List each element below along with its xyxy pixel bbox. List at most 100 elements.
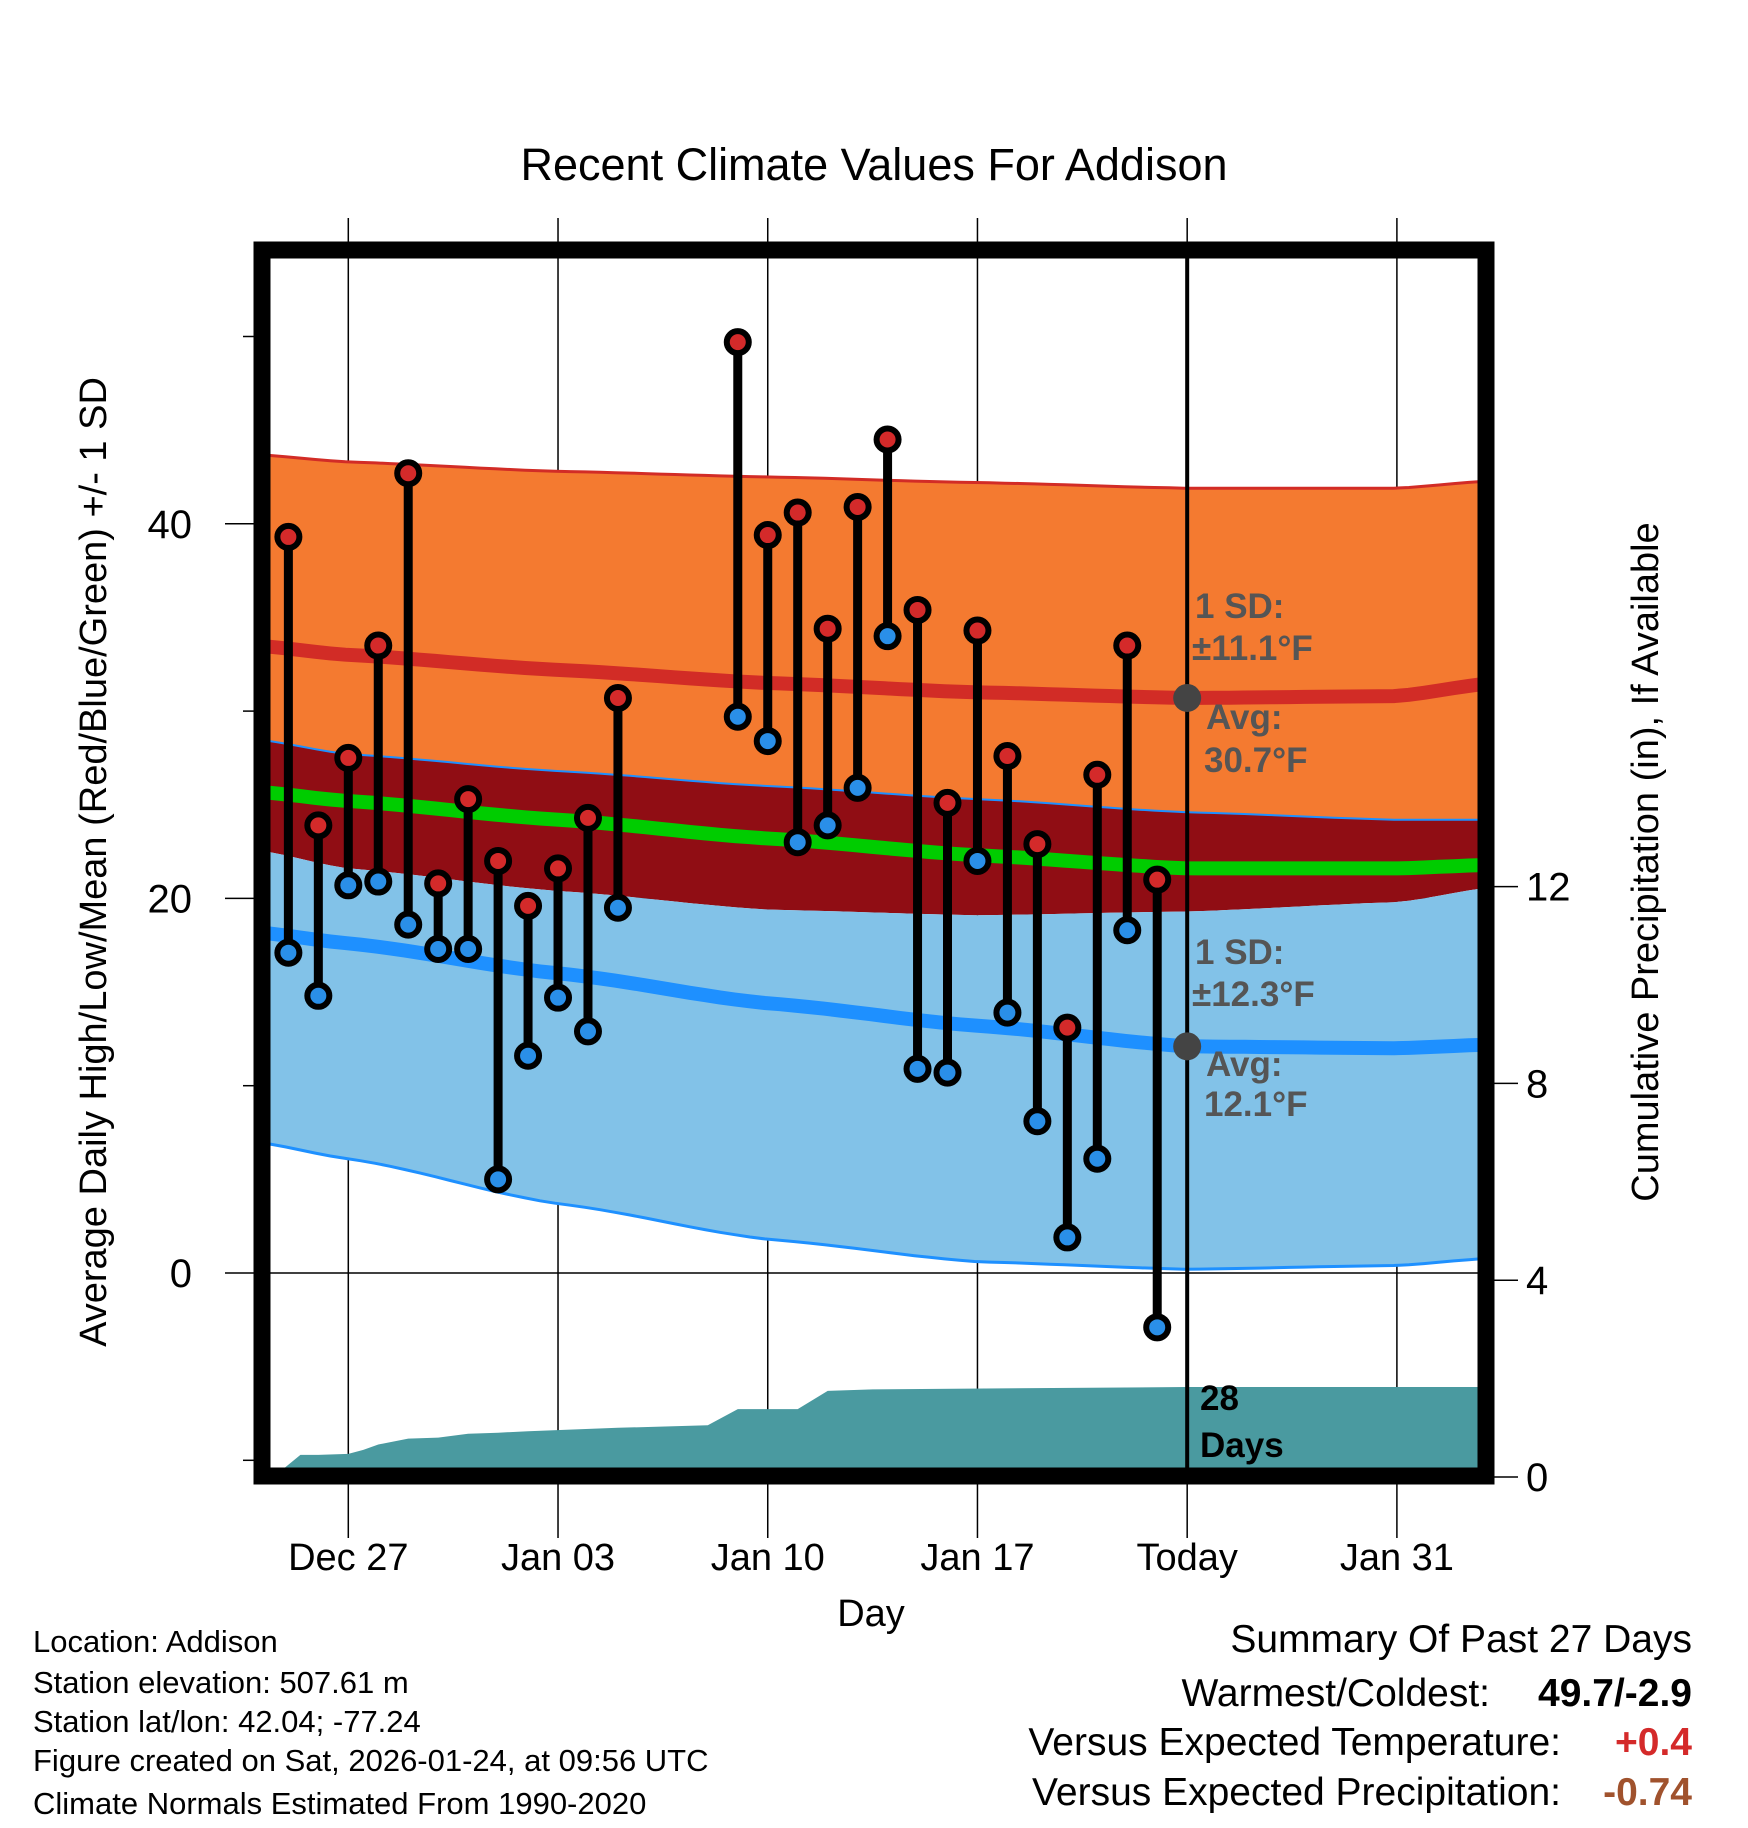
- low-point: [903, 1054, 932, 1083]
- low-point: [514, 1041, 543, 1070]
- warmest-coldest-value: 49.7/-2.9: [1538, 1672, 1692, 1715]
- high-sd-value: ±11.1°F: [1192, 629, 1313, 668]
- low-avg-value: 12.1°F: [1204, 1085, 1308, 1124]
- low-sd-band: [270, 852, 1478, 1270]
- y-right-tick-label: 8: [1526, 1062, 1548, 1106]
- low-point: [603, 893, 632, 922]
- y-right-tick-label: 12: [1526, 866, 1571, 910]
- low-point: [1083, 1144, 1112, 1173]
- y-right-tick-label: 4: [1526, 1259, 1548, 1303]
- chart-title: Recent Climate Values For Addison: [520, 139, 1227, 190]
- temp-vs-expected-value: +0.4: [1615, 1721, 1692, 1764]
- footer-normals: Climate Normals Estimated From 1990-2020: [33, 1786, 646, 1821]
- low-point: [1143, 1313, 1172, 1342]
- y-tick-label: 20: [148, 877, 193, 921]
- high-point: [933, 788, 962, 817]
- high-point: [1023, 830, 1052, 859]
- high-point: [573, 803, 602, 832]
- high-point: [454, 785, 483, 814]
- x-tick-label: Today: [1136, 1537, 1237, 1579]
- plot-area: [270, 453, 1478, 1468]
- axes: Dec 27 Jan 03 Jan 10 Jan 17 Today Jan 3102040…: [148, 241, 1571, 1579]
- high-avg-label: Avg:: [1206, 698, 1282, 737]
- low-sd-label: 1 SD:: [1195, 933, 1284, 972]
- high-point: [993, 742, 1022, 771]
- low-point: [1053, 1223, 1082, 1252]
- high-point: [873, 425, 902, 454]
- low-point: [573, 1017, 602, 1046]
- footer-elevation: Station elevation: 507.61 m: [33, 1665, 409, 1700]
- high-point: [903, 595, 932, 624]
- low-point: [1023, 1107, 1052, 1136]
- today-low-avg-dot: [1173, 1032, 1202, 1061]
- x-tick-label: Jan 31: [1340, 1537, 1454, 1579]
- x-tick-label: Jan 17: [920, 1537, 1034, 1579]
- low-point: [753, 727, 782, 756]
- low-avg-label: Avg:: [1206, 1045, 1282, 1084]
- high-point: [783, 498, 812, 527]
- y-tick-label: 40: [148, 503, 193, 547]
- high-point: [843, 492, 872, 521]
- low-point: [813, 811, 842, 840]
- high-point: [514, 891, 543, 920]
- low-point: [364, 867, 393, 896]
- y-axis-label-left: Average Daily High/Low/Mean (Red/Blue/Gr…: [73, 377, 115, 1347]
- low-point: [933, 1058, 962, 1087]
- low-point: [873, 622, 902, 651]
- low-point: [783, 828, 812, 857]
- precip-area: [284, 1387, 1478, 1468]
- warmest-coldest-label: Warmest/Coldest:: [1182, 1672, 1490, 1715]
- observations: [274, 258, 1202, 1468]
- high-point: [813, 614, 842, 643]
- high-point: [544, 854, 573, 883]
- y-right-tick-label: 0: [1526, 1456, 1548, 1500]
- x-tick-label: Jan 03: [501, 1537, 615, 1579]
- low-sd-value: ±12.3°F: [1192, 975, 1315, 1014]
- low-point: [993, 998, 1022, 1027]
- precip-vs-expected-label: Versus Expected Precipitation:: [1032, 1771, 1561, 1814]
- low-point: [484, 1165, 513, 1194]
- footer-created: Figure created on Sat, 2026-01-24, at 09…: [33, 1743, 709, 1778]
- days-count: 28: [1200, 1379, 1239, 1418]
- high-point: [723, 328, 752, 357]
- precip-vs-expected-value: -0.74: [1603, 1771, 1692, 1814]
- today-high-avg-dot: [1173, 683, 1202, 712]
- x-tick-label: Jan 10: [711, 1537, 825, 1579]
- low-point: [1113, 916, 1142, 945]
- x-axis-label: Day: [837, 1593, 905, 1635]
- high-point: [753, 521, 782, 550]
- low-point: [963, 846, 992, 875]
- footer-latlon: Station lat/lon: 42.04; -77.24: [33, 1704, 421, 1739]
- high-point: [1083, 760, 1112, 789]
- high-point: [424, 869, 453, 898]
- low-point: [454, 934, 483, 963]
- temp-vs-expected-label: Versus Expected Temperature:: [1028, 1721, 1561, 1764]
- high-sd-label: 1 SD:: [1195, 587, 1284, 626]
- low-point: [424, 934, 453, 963]
- high-point: [963, 616, 992, 645]
- low-sd-lower-line: [270, 1142, 1478, 1271]
- high-point: [1113, 631, 1142, 660]
- high-sd-upper-line: [270, 453, 1478, 490]
- y-axis-label-right: Cumulative Precipitation (in), If Availa…: [1625, 522, 1667, 1201]
- x-tick-label: Dec 27: [288, 1537, 408, 1579]
- mean-avg-line: [270, 785, 1478, 876]
- high-point: [394, 459, 423, 488]
- y-tick-label: 0: [170, 1252, 192, 1296]
- footer-location: Location: Addison: [33, 1624, 278, 1659]
- low-point: [394, 910, 423, 939]
- high-point: [274, 522, 303, 551]
- high-point: [1143, 865, 1172, 894]
- high-point: [304, 811, 333, 840]
- summary-title: Summary Of Past 27 Days: [1230, 1618, 1692, 1661]
- high-point: [1053, 1013, 1082, 1042]
- low-point: [274, 938, 303, 967]
- low-point: [843, 773, 872, 802]
- low-point: [334, 871, 363, 900]
- high-point: [364, 631, 393, 660]
- high-point: [484, 846, 513, 875]
- high-point: [603, 683, 632, 712]
- days-word: Days: [1200, 1426, 1284, 1465]
- high-avg-line: [270, 639, 1478, 705]
